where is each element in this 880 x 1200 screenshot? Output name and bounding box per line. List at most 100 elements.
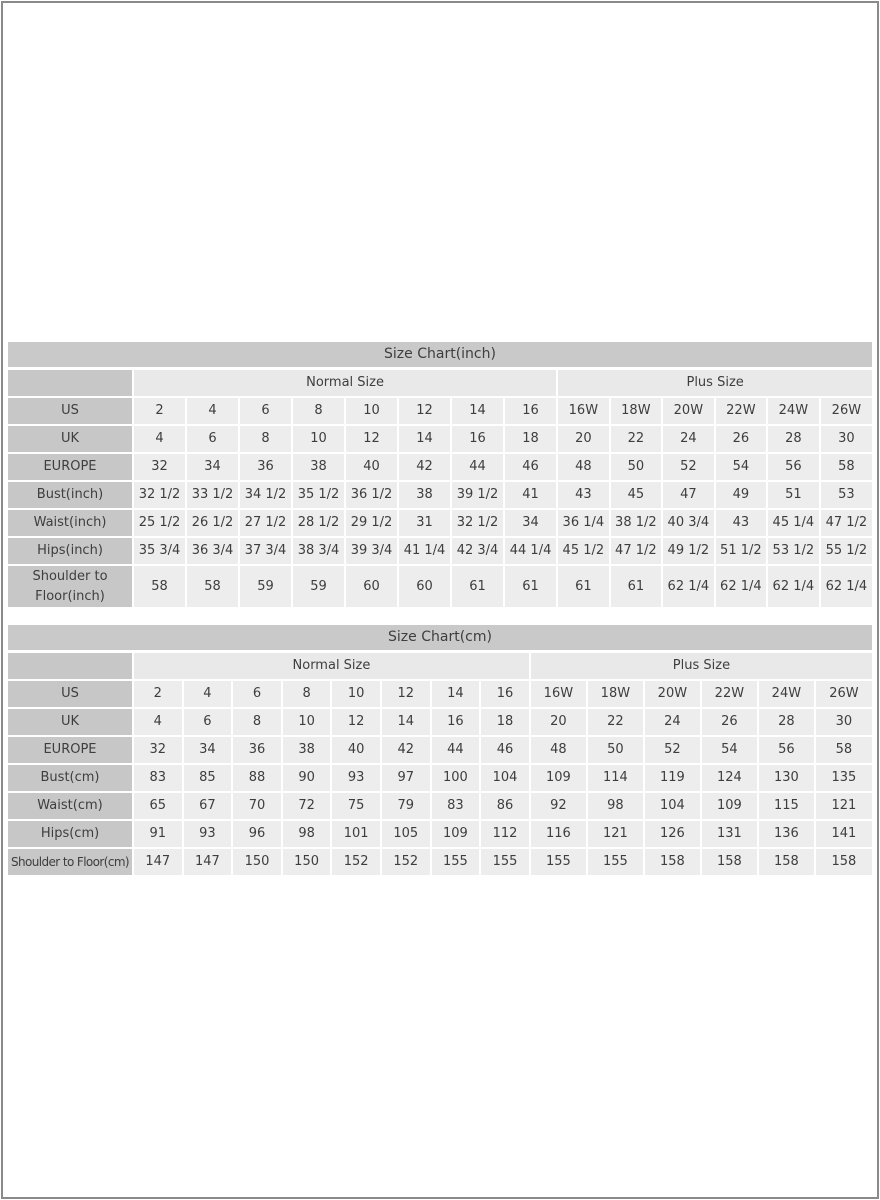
size-value-cell: 24 [642,707,702,737]
size-value-cell: 26W [818,396,874,426]
table-row: Hips(cm) 91 93 96 98 101 105 109 112 116 121 126 131… [6,819,874,849]
size-value-cell: 28 [756,707,816,737]
size-value-cell: 114 [585,763,645,793]
size-value-cell: 30 [818,424,874,454]
size-value-cell: 45 [608,480,664,510]
size-value-cell: 36 1/2 [344,480,399,510]
size-value-cell: 86 [479,791,531,821]
size-value-cell: 24 [661,424,716,454]
size-value-cell: 14 [429,679,482,709]
size-value-cell: 121 [585,819,645,849]
size-chart-cm-table: Normal Size Plus Size US 2 4 6 8 10 12 14 16 16W 18W… [6,652,874,876]
size-value-cell: 28 1/2 [291,508,346,538]
size-value-cell: 26 1/2 [185,508,240,538]
size-value-cell: 12 [397,396,452,426]
row-label-cell: Waist(cm) [6,791,135,821]
size-value-cell: 101 [330,819,382,849]
size-value-cell: 8 [238,424,293,454]
size-value-cell: 8 [280,679,333,709]
size-value-cell: 131 [699,819,759,849]
size-value-cell: 54 [713,452,769,482]
size-value-cell: 47 [661,480,716,510]
size-value-cell: 8 [231,707,283,737]
size-value-cell: 59 [238,564,293,608]
size-value-cell: 42 [397,452,452,482]
size-value-cell: 147 [132,847,184,876]
size-value-cell: 119 [642,763,702,793]
size-value-cell: 12 [379,679,432,709]
size-value-cell: 158 [813,847,874,876]
size-value-cell: 49 1/2 [661,536,716,566]
size-value-cell: 38 [291,452,346,482]
size-value-cell: 55 1/2 [818,536,874,566]
size-value-cell: 109 [429,819,482,849]
size-value-cell: 109 [528,763,588,793]
size-value-cell: 52 [642,735,702,765]
size-value-cell: 14 [379,707,432,737]
size-value-cell: 93 [330,763,382,793]
size-value-cell: 49 [713,480,769,510]
size-value-cell: 61 [608,564,664,608]
size-value-cell: 34 [181,735,234,765]
size-value-cell: 155 [429,847,482,876]
size-value-cell: 40 3/4 [661,508,716,538]
size-value-cell: 45 1/4 [766,508,821,538]
size-value-cell: 4 [132,707,184,737]
size-value-cell: 150 [231,847,283,876]
size-value-cell: 22W [713,396,769,426]
size-value-cell: 54 [699,735,759,765]
table-row: UK 4 6 8 10 12 14 16 18 20 22 24 26 28 30 [7,424,874,454]
table-row: Bust(inch) 32 1/2 33 1/2 34 1/2 35 1/2 36 1/2… [7,480,874,510]
size-value-cell: 43 [713,508,769,538]
row-label-cell: Hips(inch) [7,536,134,566]
table-row: US 2 4 6 8 10 12 14 16 16W 18W 20W 22W 24W 26W [7,396,874,426]
table-row: Waist(cm) 65 67 70 72 75 79 83 86 92 98 104 109 115 12… [6,791,874,821]
size-value-cell: 44 [450,452,505,482]
size-value-cell: 62 1/4 [713,564,769,608]
size-value-cell: 39 1/2 [450,480,505,510]
size-value-cell: 18W [585,679,645,709]
size-value-cell: 8 [291,396,346,426]
size-value-cell: 22W [699,679,759,709]
size-chart-section: Size Chart(inch) Normal Size Plus Size US 2… [6,342,874,876]
size-value-cell: 38 3/4 [291,536,346,566]
size-value-cell: 116 [528,819,588,849]
size-value-cell: 70 [231,791,283,821]
size-value-cell: 20W [661,396,716,426]
size-chart-inch-title: Size Chart(inch) [8,342,872,367]
size-value-cell: 27 1/2 [238,508,293,538]
size-chart-inch-table: Normal Size Plus Size US 2 4 6 8 10 12 14 16 16W 18W… [7,369,874,608]
size-value-cell: 61 [450,564,505,608]
size-value-cell: 85 [181,763,234,793]
size-value-cell: 115 [756,791,816,821]
row-label-cell: EUROPE [6,735,135,765]
size-value-cell: 41 1/4 [397,536,452,566]
size-value-cell: 65 [132,791,184,821]
size-value-cell: 130 [756,763,816,793]
size-value-cell: 16 [450,424,505,454]
size-value-cell: 43 [556,480,611,510]
size-value-cell: 36 [231,735,283,765]
table-row: Shoulder to Floor(cm) 147 147 150 150 152 152 1… [6,847,874,876]
size-value-cell: 62 1/4 [661,564,716,608]
size-value-cell: 28 [766,424,821,454]
size-value-cell: 53 [818,480,874,510]
size-value-cell: 83 [132,763,184,793]
table-row: US 2 4 6 8 10 12 14 16 16W 18W 20W 22W 24W 26W [6,679,874,709]
size-value-cell: 62 1/4 [766,564,821,608]
row-label-cell: Shoulder to Floor(inch) [7,564,134,608]
size-value-cell: 42 [379,735,432,765]
size-value-cell: 32 1/2 [450,508,505,538]
size-value-cell: 4 [185,396,240,426]
size-value-cell: 18 [479,707,531,737]
size-value-cell: 50 [585,735,645,765]
size-value-cell: 14 [397,424,452,454]
size-value-cell: 126 [642,819,702,849]
size-value-cell: 6 [181,707,234,737]
size-value-cell: 48 [556,452,611,482]
size-value-cell: 79 [379,791,432,821]
size-value-cell: 14 [450,396,505,426]
size-value-cell: 20 [556,424,611,454]
size-value-cell: 4 [132,424,187,454]
size-value-cell: 158 [756,847,816,876]
